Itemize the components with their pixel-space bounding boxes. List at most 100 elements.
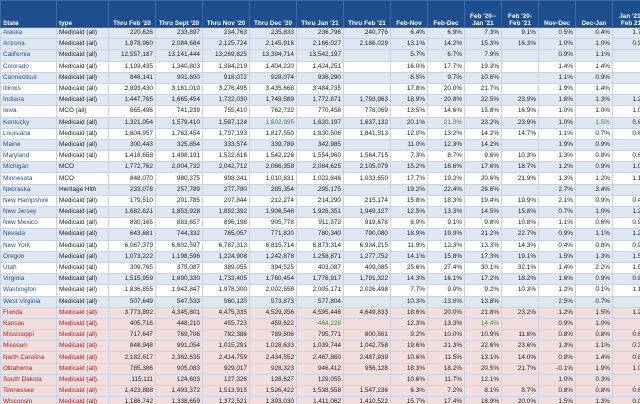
- value-cell[interactable]: 1,198,596: [155, 250, 203, 263]
- value-cell[interactable]: 15.8%: [427, 250, 465, 263]
- value-cell[interactable]: 15.8%: [464, 105, 502, 118]
- value-cell[interactable]: 11.5%: [427, 351, 465, 364]
- value-cell[interactable]: 0.9%: [575, 194, 613, 208]
- value-cell[interactable]: 1,418,658: [108, 150, 156, 163]
- value-cell[interactable]: 560,120: [202, 295, 250, 308]
- value-cell[interactable]: 1,587,124: [202, 116, 250, 129]
- value-cell[interactable]: 1,878,960: [108, 38, 156, 51]
- value-cell[interactable]: 3,773,892: [108, 306, 156, 319]
- value-cell[interactable]: 2,002,558: [249, 284, 297, 297]
- value-cell[interactable]: 1,277,752: [343, 250, 391, 263]
- column-header[interactable]: Thru Sept '20: [155, 0, 203, 28]
- value-cell[interactable]: 998,341: [202, 172, 250, 185]
- value-cell[interactable]: 409,085: [343, 261, 391, 275]
- state-cell[interactable]: Oregon: [0, 250, 57, 263]
- value-cell[interactable]: 782,386: [202, 329, 250, 342]
- value-cell[interactable]: 10.0%: [427, 329, 465, 342]
- value-cell[interactable]: [501, 71, 539, 84]
- value-cell[interactable]: 7.3%: [390, 150, 428, 163]
- value-cell[interactable]: 21.3%: [427, 116, 465, 129]
- state-cell[interactable]: South Dakota: [0, 373, 57, 387]
- value-cell[interactable]: 15.7%: [390, 396, 428, 404]
- column-header[interactable]: Feb-Nov: [390, 0, 428, 28]
- value-cell[interactable]: 1.0%: [575, 38, 613, 51]
- value-cell[interactable]: 2.7%: [538, 183, 576, 196]
- value-cell[interactable]: 215,174: [343, 194, 391, 208]
- value-cell[interactable]: 901,600: [155, 71, 203, 84]
- column-header[interactable]: Thru Feb '20: [108, 0, 156, 28]
- value-cell[interactable]: 3.4%: [575, 183, 613, 196]
- type-cell[interactable]: MCO: [56, 172, 109, 185]
- value-cell[interactable]: 1.1%: [575, 228, 613, 241]
- value-cell[interactable]: [501, 373, 539, 387]
- value-cell[interactable]: 1,258,871: [296, 250, 344, 263]
- value-cell[interactable]: 14.2%: [464, 127, 502, 140]
- value-cell[interactable]: 9.0%: [427, 284, 465, 297]
- value-cell[interactable]: 1,338,659: [155, 396, 203, 404]
- type-cell[interactable]: Medicaid (all): [56, 60, 109, 73]
- value-cell[interactable]: 405,716: [108, 317, 156, 331]
- value-cell[interactable]: 20.0%: [501, 396, 539, 404]
- value-cell[interactable]: 573,873: [249, 295, 297, 308]
- type-cell[interactable]: Medicaid (all): [56, 396, 109, 404]
- value-cell[interactable]: 0.8%: [575, 239, 613, 252]
- value-cell[interactable]: 0.5%: [538, 26, 576, 40]
- type-cell[interactable]: Medicaid (all): [56, 26, 109, 40]
- value-cell[interactable]: 1,836,855: [108, 284, 156, 297]
- type-cell[interactable]: Medicaid (all): [56, 329, 109, 342]
- type-cell[interactable]: Medicaid (all): [56, 116, 109, 129]
- value-cell[interactable]: 2,434,552: [249, 351, 297, 364]
- value-cell[interactable]: 23.6%: [501, 340, 539, 353]
- value-cell[interactable]: 6.4%: [390, 26, 428, 40]
- type-cell[interactable]: Medicaid (all): [56, 49, 109, 62]
- value-cell[interactable]: 0.8%: [575, 150, 613, 163]
- value-cell[interactable]: 18.3%: [390, 362, 428, 375]
- value-cell[interactable]: 1.3%: [538, 340, 576, 353]
- value-cell[interactable]: 14.5%: [464, 205, 502, 219]
- value-cell[interactable]: 1,073,222: [108, 250, 156, 263]
- value-cell[interactable]: 795,771: [296, 329, 344, 342]
- value-cell[interactable]: 1.1%: [538, 217, 576, 230]
- value-cell[interactable]: [612, 82, 640, 96]
- value-cell[interactable]: 300,443: [108, 138, 156, 152]
- type-cell[interactable]: Medicaid (all): [56, 127, 109, 140]
- value-cell[interactable]: 1,028,633: [249, 340, 297, 353]
- value-cell[interactable]: 17.6%: [464, 161, 502, 174]
- state-cell[interactable]: Michigan: [0, 161, 57, 174]
- value-cell[interactable]: 325,854: [155, 138, 203, 152]
- value-cell[interactable]: 1,526,422: [249, 384, 297, 398]
- type-cell[interactable]: Medicaid (all): [56, 228, 109, 241]
- value-cell[interactable]: 14.0%: [501, 351, 539, 364]
- value-cell[interactable]: [612, 71, 640, 84]
- value-cell[interactable]: 13.3%: [464, 239, 502, 252]
- value-cell[interactable]: 3,435,668: [249, 82, 297, 96]
- value-cell[interactable]: 17.7%: [427, 60, 465, 73]
- value-cell[interactable]: 2.5%: [538, 295, 576, 308]
- value-cell[interactable]: [343, 373, 391, 387]
- value-cell[interactable]: 1,579,410: [155, 116, 203, 129]
- value-cell[interactable]: 0.4%: [575, 26, 613, 40]
- value-cell[interactable]: 1.3%: [575, 396, 613, 404]
- value-cell[interactable]: 1.4%: [575, 82, 613, 96]
- value-cell[interactable]: 2,145,916: [249, 38, 297, 51]
- value-cell[interactable]: 1,039,744: [296, 340, 344, 353]
- value-cell[interactable]: 1,665,454: [155, 94, 203, 107]
- state-cell[interactable]: Nevada: [0, 228, 57, 241]
- value-cell[interactable]: 464,228: [296, 317, 344, 331]
- value-cell[interactable]: 20.6%: [464, 172, 502, 185]
- value-cell[interactable]: 8.1%: [464, 384, 502, 398]
- value-cell[interactable]: 394,525: [249, 261, 297, 275]
- value-cell[interactable]: 10.6%: [464, 71, 502, 84]
- value-cell[interactable]: 4,475,335: [202, 306, 250, 319]
- value-cell[interactable]: 5.7%: [390, 49, 428, 62]
- value-cell[interactable]: 19.2%: [390, 183, 428, 196]
- value-cell[interactable]: 911,572: [296, 217, 344, 230]
- value-cell[interactable]: 339,789: [249, 138, 297, 152]
- state-cell[interactable]: Florida: [0, 306, 57, 319]
- value-cell[interactable]: 16.6%: [427, 161, 465, 174]
- value-cell[interactable]: 936,290: [296, 71, 344, 84]
- value-cell[interactable]: 0.0%: [612, 396, 640, 404]
- value-cell[interactable]: 12.5%: [390, 205, 428, 219]
- value-cell[interactable]: 1.0%: [538, 105, 576, 118]
- value-cell[interactable]: 21.7%: [501, 362, 539, 375]
